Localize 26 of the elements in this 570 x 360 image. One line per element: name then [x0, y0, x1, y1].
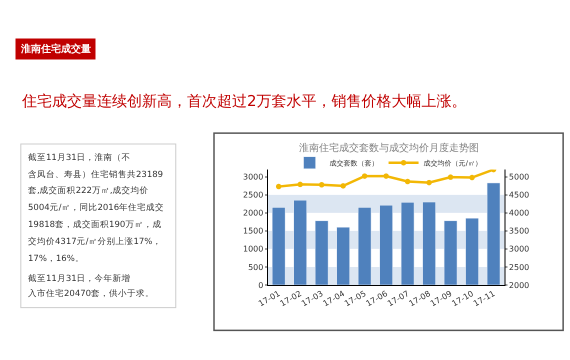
- text: 套,成交面积222万㎡,成交均价: [28, 185, 149, 196]
- y2-tick-label: 5000: [508, 172, 530, 182]
- y-tick-label: 1500: [242, 226, 264, 236]
- y-tick-label: 500: [248, 262, 264, 272]
- y2-tick-label: 2500: [508, 262, 530, 272]
- y2-tick-label: 2000: [508, 280, 530, 290]
- text: 截至11月31日，今年新增: [28, 273, 131, 284]
- y2-tick-label: 4500: [508, 190, 530, 200]
- text: 交均价4317元/㎡分别上涨17%，: [28, 236, 162, 247]
- chart-title: 淮南住宅成交套数与成交均价月度走势图: [299, 142, 479, 154]
- y-tick-label: 1000: [242, 244, 264, 254]
- y2-tick-label: 3000: [508, 244, 530, 254]
- text: 5004元/㎡，同比2016年住宅成交: [28, 202, 164, 213]
- text: 淮南住宅成交量: [20, 43, 91, 55]
- y2-tick-label: 3500: [508, 226, 530, 236]
- y-tick-label: 2000: [242, 208, 264, 218]
- y2-tick-label: 4000: [508, 208, 530, 218]
- y-tick-label: 2500: [242, 190, 264, 200]
- text: 入市住宅20470套，供小于求。: [28, 288, 154, 299]
- text: 17%，16%。: [28, 254, 84, 264]
- text: 住宅成交量连续创新高，首次超过2万套水平，销售价格大幅上涨。: [21, 92, 467, 110]
- y-tick-label: 0: [258, 280, 264, 290]
- text: 截至11月31日，淮南（不: [28, 152, 131, 163]
- y-tick-label: 3000: [242, 172, 264, 182]
- text: 19818套，成交面积190万㎡，成: [28, 219, 162, 230]
- text: 含凤台、寿县）住宅销售共23189: [28, 169, 164, 180]
